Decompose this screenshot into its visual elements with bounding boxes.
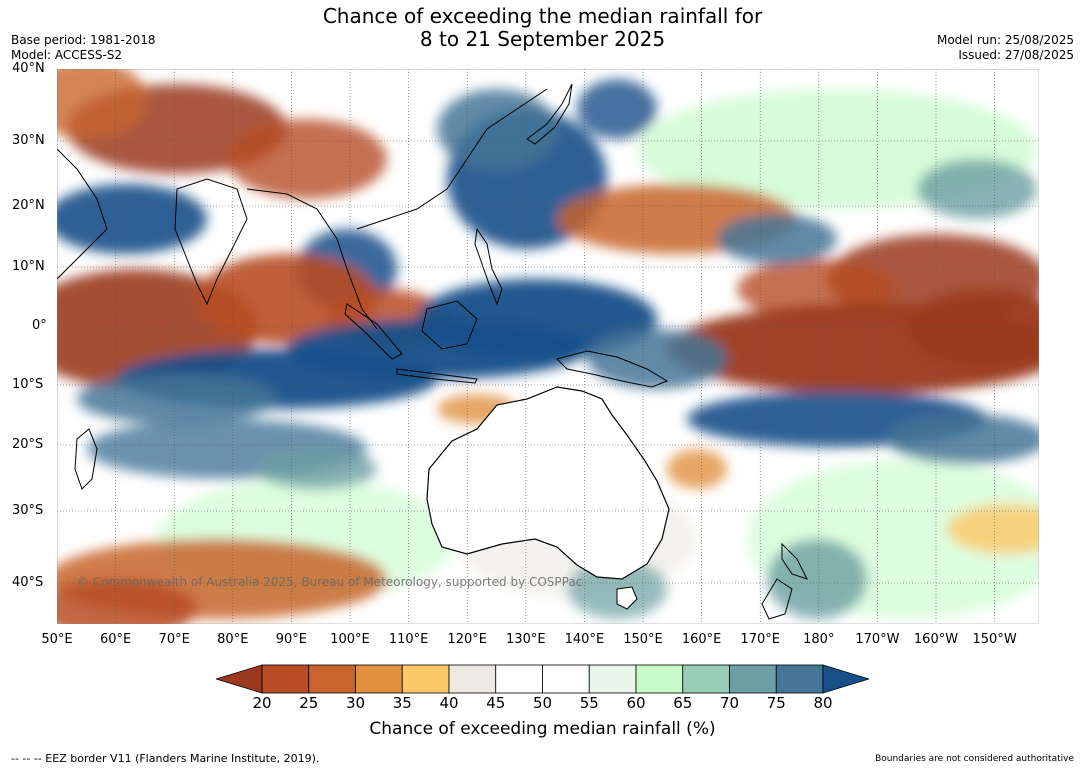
java-outline [396,368,478,384]
borneo-outline [421,300,478,350]
boundaries-note: Boundaries are not considered authoritat… [875,754,1074,764]
eez-note: -- -- -- EEZ border V11 (Flanders Marine… [11,752,320,765]
colorbar-tick-label: 25 [299,694,319,712]
lat-label-30n: 30°N [12,133,45,148]
graticule [57,69,1039,624]
japan-outline [526,83,573,145]
lat-label-20s: 20°S [12,437,44,452]
lon-label: 70°E [158,632,190,647]
lon-label: 170°W [855,632,900,647]
colorbar-swatch [635,664,684,694]
issued-date: Issued: 27/08/2025 [958,48,1074,62]
colorbar-swatch [261,664,310,694]
lon-label: 160°E [681,632,722,647]
copyright-watermark: © Commonwealth of Australia 2025, Bureau… [77,575,582,589]
base-period: Base period: 1981-2018 [11,33,156,47]
colorbar-tick-label: 70 [719,694,740,712]
lon-label: 80°E [217,632,249,647]
lon-label: 60°E [99,632,132,647]
lon-label: 150°W [972,632,1017,647]
lon-label: 120°E [447,632,487,647]
colorbar-swatch [729,664,777,694]
colorbar-tick-label: 65 [673,694,693,712]
asia-coast [246,88,548,330]
colorbar-extend-low [216,664,263,694]
lon-label: 100°E [330,632,370,647]
lon-label: 170°E [740,632,780,647]
colorbar-swatch [355,664,403,694]
lon-label: 50°E [41,632,73,647]
india-outline [174,178,248,306]
colorbar-title: Chance of exceeding median rainfall (%) [369,719,716,739]
lat-label-40s: 40°S [12,575,44,590]
colorbar-tick-label: 55 [579,694,599,712]
lat-label-0: 0° [32,318,47,333]
lat-label-20n: 20°N [12,198,45,213]
lat-label-10s: 10°S [12,377,44,392]
philippines-outline [474,227,503,306]
lat-label-30s: 30°S [12,503,44,518]
colorbar-tick-label: 20 [252,694,272,712]
colorbar-extend-high [822,664,869,694]
lat-label-10n: 10°N [12,259,45,274]
lon-label: 150°E [623,632,663,647]
lon-label: 130°E [506,632,546,647]
tasmania-outline [616,586,638,610]
model-run: Model run: 25/08/2025 [936,33,1074,47]
lon-label: 140°E [564,632,605,647]
colorbar-swatch [588,664,637,694]
colorbar-tick-label: 40 [439,694,459,712]
lon-label: 180° [803,632,835,647]
meta-left: Base period: 1981-2018 Model: ACCESS-S2 [11,33,156,63]
colorbar-swatch [542,664,590,694]
colorbar-swatch [448,664,497,694]
colorbar-tick-label: 30 [345,694,366,712]
australia-outline [426,386,670,580]
lat-label-40n: 40°N [12,61,45,76]
sumatra-outline [344,303,403,360]
map-title-line1: Chance of exceeding the median rainfall … [322,4,763,28]
new-guinea-outline [556,350,669,388]
colorbar-tick-label: 35 [392,694,412,712]
colorbar-swatch [308,664,356,694]
arabia-africa-coast [57,148,108,280]
colorbar [216,664,869,694]
colorbar-tick-label: 75 [766,694,786,712]
colorbar-swatch [682,664,730,694]
colorbar-tick-label: 45 [486,694,506,712]
rainfall-probability-map: © Commonwealth of Australia 2025, Bureau… [57,69,1039,624]
colorbar-tick-label: 80 [813,694,833,712]
colorbar-swatch [495,664,543,694]
colorbar-tick-label: 50 [532,694,553,712]
model-name: Model: ACCESS-S2 [11,48,123,62]
colorbar-swatch [775,664,824,694]
map-title-line2: 8 to 21 September 2025 [419,27,666,51]
lon-label: 110°E [388,632,429,647]
lon-label: 160°W [913,632,959,647]
madagascar-outline [74,428,98,490]
lon-label: 90°E [275,632,308,647]
colorbar-tick-label: 60 [626,694,646,712]
meta-right: Model run: 25/08/2025 Issued: 27/08/2025 [937,33,1074,63]
colorbar-swatch [401,664,450,694]
new-zealand-outline [761,542,808,620]
